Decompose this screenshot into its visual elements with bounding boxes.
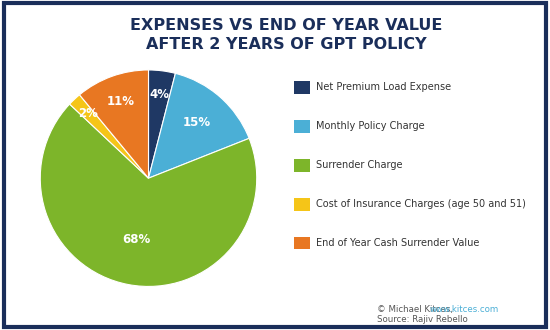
Wedge shape xyxy=(40,104,257,286)
Text: EXPENSES VS END OF YEAR VALUE
AFTER 2 YEARS OF GPT POLICY: EXPENSES VS END OF YEAR VALUE AFTER 2 YE… xyxy=(130,17,442,52)
Text: Cost of Insurance Charges (age 50 and 51): Cost of Insurance Charges (age 50 and 51… xyxy=(316,199,526,209)
Wedge shape xyxy=(148,70,175,178)
Text: 68%: 68% xyxy=(123,233,151,247)
Text: 2%: 2% xyxy=(78,107,98,120)
Text: Source: Rajiv Rebello: Source: Rajiv Rebello xyxy=(377,315,468,324)
Wedge shape xyxy=(70,95,148,178)
Text: 15%: 15% xyxy=(183,116,211,129)
Text: © Michael Kitces,: © Michael Kitces, xyxy=(377,305,455,314)
Wedge shape xyxy=(148,73,249,178)
Text: Monthly Policy Charge: Monthly Policy Charge xyxy=(316,121,425,131)
Text: Surrender Charge: Surrender Charge xyxy=(316,160,403,170)
Text: 4%: 4% xyxy=(149,88,169,101)
Text: 11%: 11% xyxy=(107,95,135,108)
Text: www.kitces.com: www.kitces.com xyxy=(430,305,499,314)
Text: Net Premium Load Expense: Net Premium Load Expense xyxy=(316,82,452,92)
Wedge shape xyxy=(80,70,148,178)
Text: End of Year Cash Surrender Value: End of Year Cash Surrender Value xyxy=(316,238,480,248)
